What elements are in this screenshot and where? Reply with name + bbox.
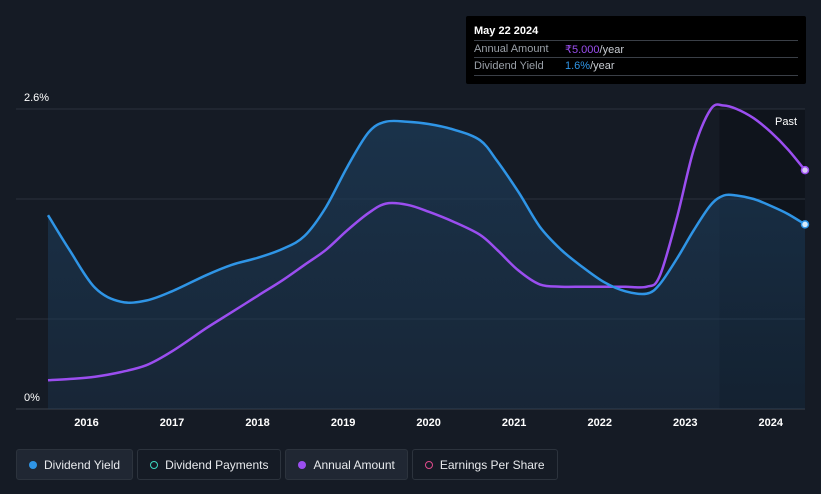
y-tick-label-top: 2.6% <box>24 92 49 104</box>
annual-amount-line <box>47 103 806 382</box>
past-label: Past <box>775 116 797 128</box>
tooltip-dividend-yield-unit: /year <box>590 60 615 72</box>
tooltip-row-dividend-yield: Dividend Yield 1.6%/year <box>474 57 798 76</box>
dividend-yield-area <box>48 120 805 409</box>
x-tick-label-2023: 2023 <box>673 417 697 429</box>
x-tick-label-2022: 2022 <box>587 417 611 429</box>
annual-amount-dot-icon <box>298 460 307 469</box>
tooltip-dividend-yield-label: Dividend Yield <box>474 60 544 72</box>
legend-annual-amount[interactable]: Annual Amount <box>285 449 408 480</box>
legend-earnings-per-share-label: Earnings Per Share <box>439 457 545 472</box>
legend-dividend-yield-label: Dividend Yield <box>44 457 121 472</box>
legend-dividend-yield[interactable]: Dividend Yield <box>16 449 134 480</box>
legend-dividend-payments[interactable]: Dividend Payments <box>137 449 282 480</box>
dividend-chart: 2.6% 0% 2016 2017 2018 2019 2020 2021 2022 2023 20… <box>16 92 810 429</box>
tooltip-dividend-yield-value: 1.6% <box>565 60 591 72</box>
dividend-payments-circle-icon <box>150 460 159 469</box>
x-tick-label-2019: 2019 <box>331 417 355 429</box>
tooltip-annual-amount-label: Annual Amount <box>474 43 549 55</box>
dividend-yield-dot-icon <box>29 460 37 469</box>
tooltip-annual-amount: ₹5.000/year <box>565 43 624 56</box>
tooltip-dividend-yield: 1.6%/year <box>565 60 615 72</box>
x-tick-label-2017: 2017 <box>160 417 184 429</box>
legend-annual-amount-label: Annual Amount <box>313 457 395 472</box>
x-tick-label-2021: 2021 <box>502 417 526 429</box>
y-tick-label-bottom: 0% <box>24 392 40 404</box>
x-tick-label-2024: 2024 <box>759 417 784 429</box>
tooltip-annual-amount-value: ₹5.000 <box>565 44 600 56</box>
earnings-per-share-circle-icon <box>424 460 433 469</box>
chart-tooltip: May 22 2024 Annual Amount ₹5.000/year Di… <box>466 16 806 84</box>
tooltip-row-annual-amount: Annual Amount ₹5.000/year <box>474 40 798 58</box>
chart-legend: Dividend Yield Dividend Payments Annual … <box>16 449 562 481</box>
annual-amount-end-marker <box>800 165 810 175</box>
dividend-yield-end-marker <box>800 220 810 229</box>
legend-earnings-per-share[interactable]: Earnings Per Share <box>411 449 558 480</box>
dividend-yield-line <box>46 119 806 304</box>
tooltip-date: May 22 2024 <box>474 25 539 37</box>
x-tick-label-2018: 2018 <box>245 417 269 429</box>
x-tick-label-2020: 2020 <box>416 417 440 429</box>
tooltip-annual-amount-unit: /year <box>599 44 624 56</box>
x-tick-label-2016: 2016 <box>74 417 98 429</box>
legend-dividend-payments-label: Dividend Payments <box>165 457 269 472</box>
